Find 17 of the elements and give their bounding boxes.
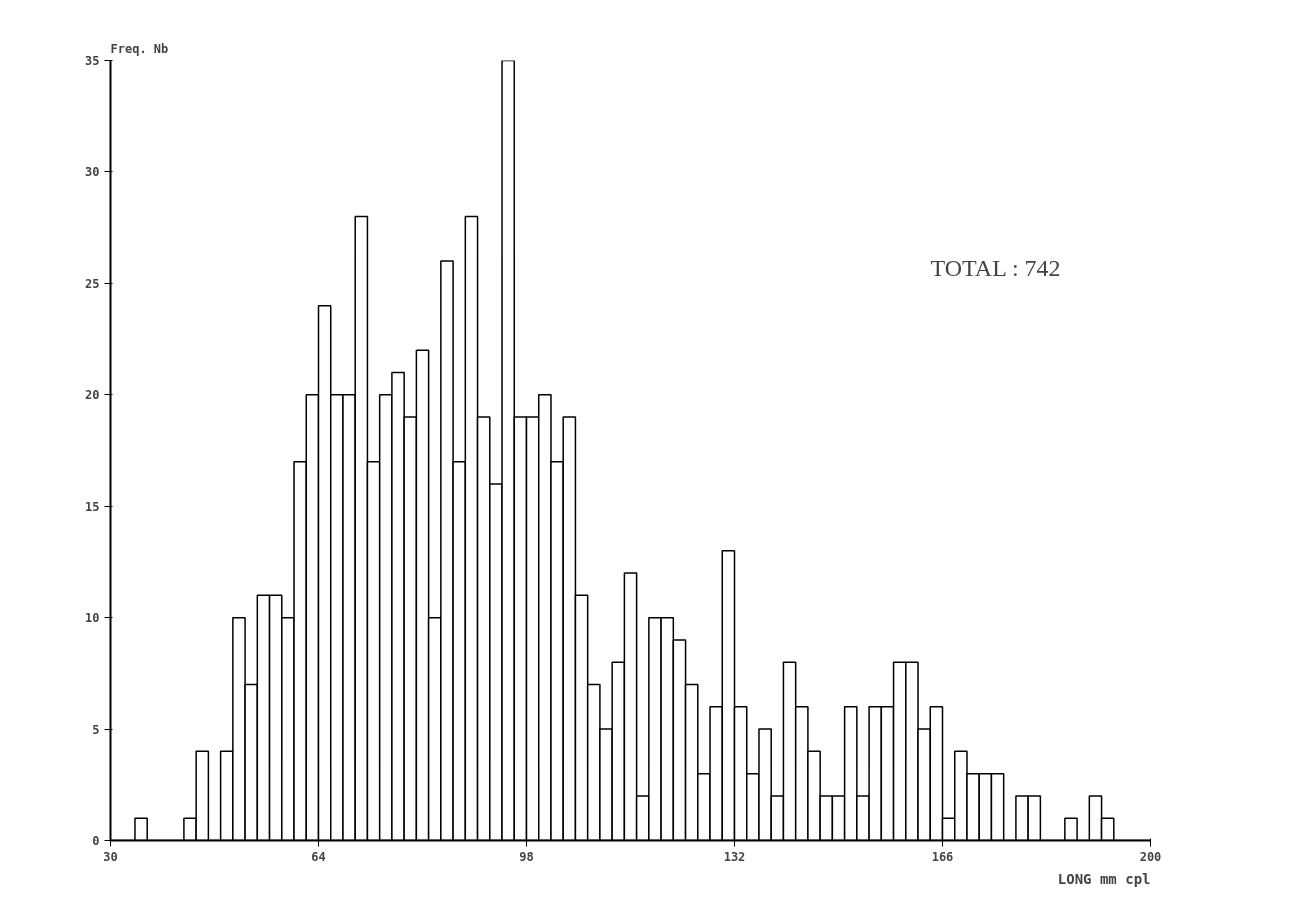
y-tick-label: 20 (85, 388, 100, 403)
x-tick-label: 132 (723, 849, 746, 864)
annotation: TOTAL : 742 (930, 254, 1061, 281)
x-tick-label: 30 (103, 849, 118, 864)
y-axis-title: Freq. Nb (110, 41, 169, 56)
y-tick-label: 30 (85, 165, 100, 180)
y-tick-label: 35 (85, 54, 100, 68)
y-tick-label: 25 (85, 276, 100, 291)
text: LONG mm cpl (1057, 870, 1151, 887)
y-tick-label: 10 (85, 611, 100, 626)
y-tick-label: 5 (92, 722, 100, 737)
y-tick-label: 0 (92, 834, 100, 848)
x-tick-label: 98 (519, 849, 534, 864)
x-tick-label: 166 (931, 849, 954, 864)
x-tick-label: 64 (311, 849, 326, 864)
x-tick-label: 200 (1139, 849, 1162, 864)
y-tick-label: 15 (85, 499, 100, 514)
